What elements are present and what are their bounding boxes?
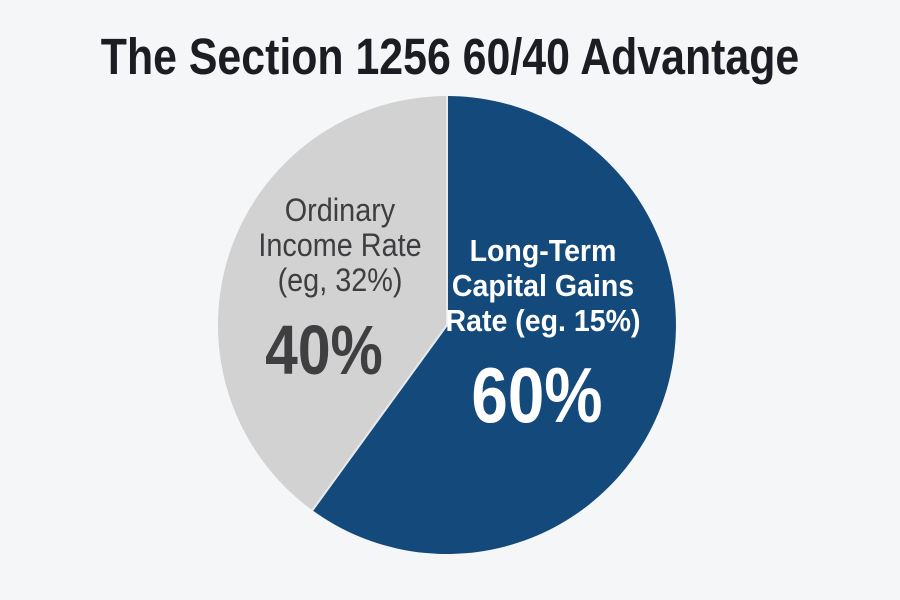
pie-slice-40% bbox=[217, 95, 447, 511]
slice-label-long-term-capital-gains: Long-Term Capital Gains Rate (eg. 15%) bbox=[445, 233, 641, 338]
pie-slice-60% bbox=[312, 96, 676, 555]
slice-value-long-term-capital-gains: 60% bbox=[471, 351, 603, 439]
slice-value-ordinary-income: 40% bbox=[265, 311, 383, 389]
slice-divider-line bbox=[311, 324, 448, 511]
chart-title: The Section 1256 60/40 Advantage bbox=[100, 28, 800, 85]
slice-label-ordinary-income: Ordinary Income Rate (eg, 32%) bbox=[258, 192, 422, 298]
